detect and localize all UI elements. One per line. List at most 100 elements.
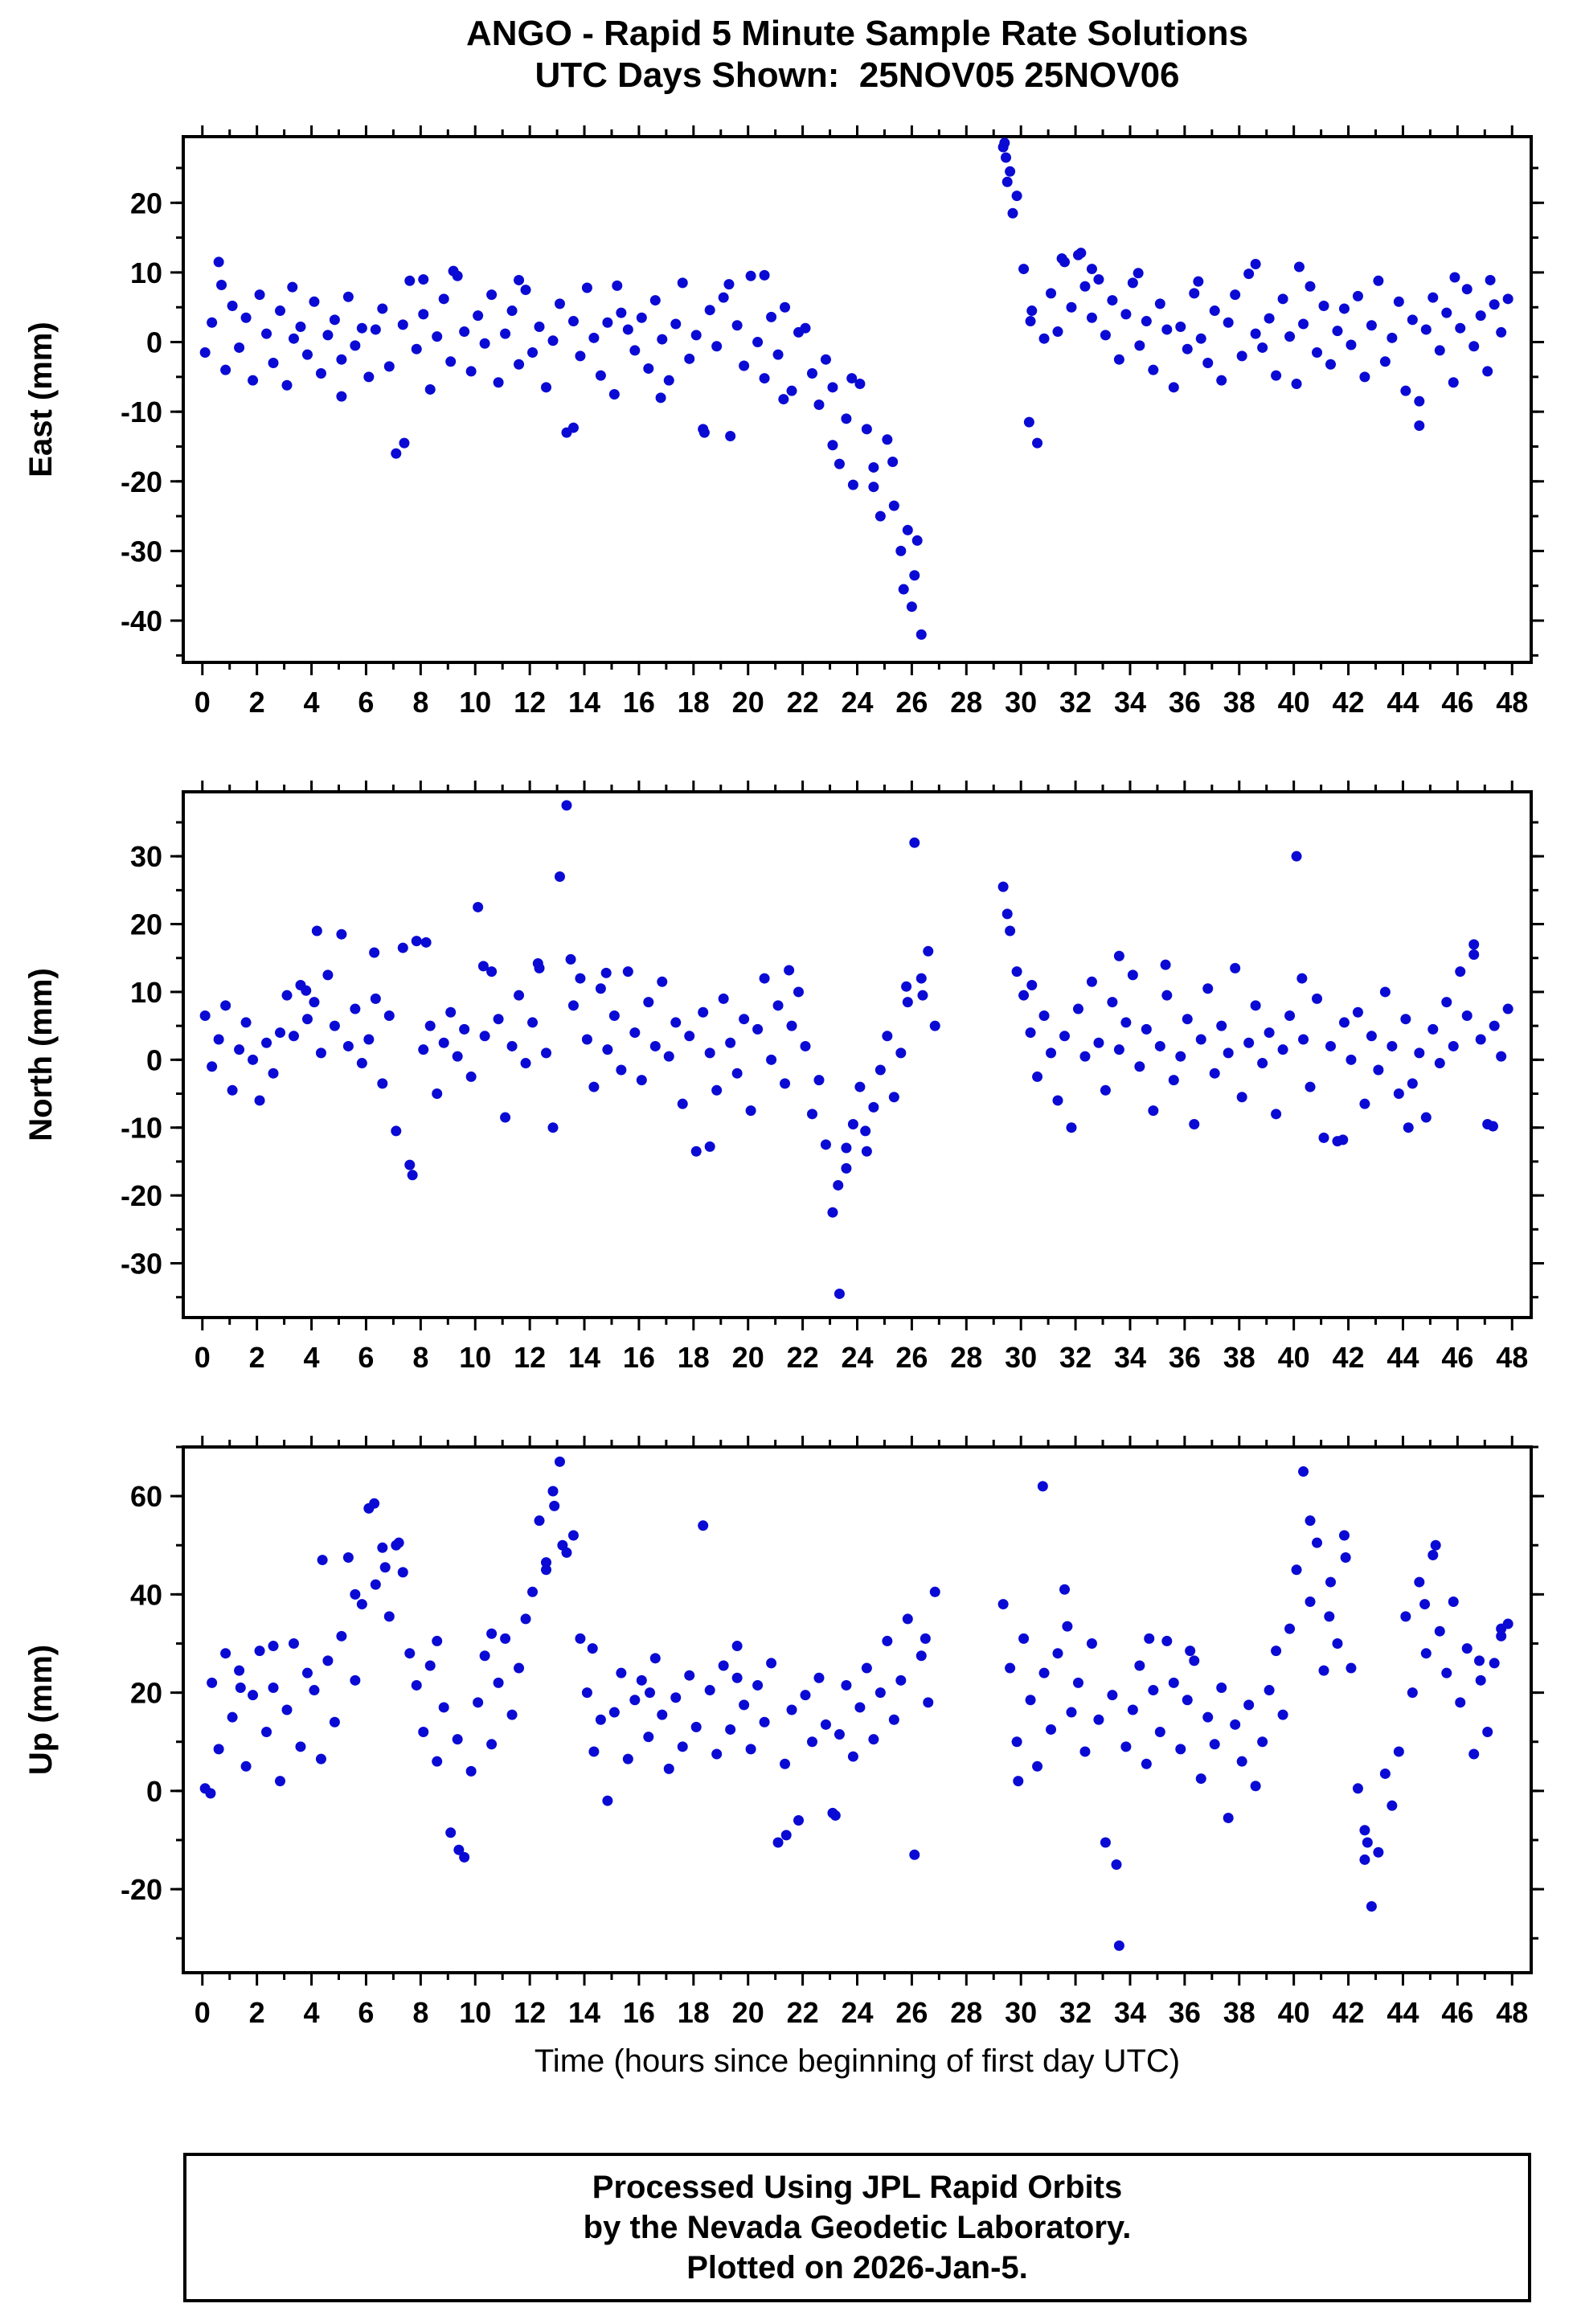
x-tick-label: 14 xyxy=(568,1996,600,2029)
x-tick-label: 26 xyxy=(895,1996,928,2029)
x-tick-label: 42 xyxy=(1333,1341,1365,1374)
x-tick-label: 4 xyxy=(304,1996,320,2029)
y-tick-label: -30 xyxy=(121,535,162,568)
x-tick-label: 24 xyxy=(841,1996,873,2029)
x-tick-label: 44 xyxy=(1387,686,1419,719)
x-tick-label: 24 xyxy=(841,1341,873,1374)
x-tick-label: 36 xyxy=(1169,1996,1201,2029)
x-tick-label: 14 xyxy=(568,686,600,719)
chart-title: ANGO - Rapid 5 Minute Sample Rate Soluti… xyxy=(183,13,1531,96)
y-tick-label: -30 xyxy=(121,1247,162,1280)
x-tick-label: 42 xyxy=(1333,1996,1365,2029)
x-tick-label: 32 xyxy=(1059,1341,1092,1374)
y-tick-label: 20 xyxy=(130,908,162,941)
x-tick-label: 30 xyxy=(1005,1341,1037,1374)
x-tick-label: 28 xyxy=(950,686,982,719)
x-tick-label: 22 xyxy=(787,686,819,719)
x-tick-label: 2 xyxy=(249,686,265,719)
x-tick-label: 38 xyxy=(1223,686,1255,719)
x-tick-label: 40 xyxy=(1278,1996,1310,2029)
x-tick-label: 2 xyxy=(249,1996,265,2029)
x-tick-label: 8 xyxy=(412,686,428,719)
x-tick-label: 28 xyxy=(950,1341,982,1374)
y-tick-label: 60 xyxy=(130,1480,162,1513)
footer-line2: by the Nevada Geodetic Laboratory. xyxy=(583,2210,1132,2245)
x-tick-label: 26 xyxy=(895,686,928,719)
y-tick-label: -10 xyxy=(121,1112,162,1145)
x-tick-label: 10 xyxy=(459,1341,491,1374)
y-tick-label: -20 xyxy=(121,1873,162,1906)
x-tick-label: 0 xyxy=(195,1341,211,1374)
x-tick-label: 18 xyxy=(678,1996,710,2029)
north-scatter-panel: 0 2 4 6 8 10 12 14 16 18 20 22 24 26 28 30 32 34 36 38 40 42 4… xyxy=(23,781,1544,1374)
x-tick-label: 46 xyxy=(1441,1341,1473,1374)
x-tick-label: 34 xyxy=(1114,686,1146,719)
x-tick-label: 36 xyxy=(1169,1341,1201,1374)
y-tick-label: 20 xyxy=(130,1677,162,1710)
x-tick-label: 32 xyxy=(1059,1996,1092,2029)
x-tick-label: 28 xyxy=(950,1996,982,2029)
footer-line1: Processed Using JPL Rapid Orbits xyxy=(592,2170,1123,2205)
x-tick-label: 8 xyxy=(412,1341,428,1374)
x-tick-label: 24 xyxy=(841,686,873,719)
x-tick-label: 16 xyxy=(623,686,655,719)
x-tick-label: 6 xyxy=(358,1996,374,2029)
x-tick-label: 4 xyxy=(304,686,320,719)
x-tick-label: 6 xyxy=(358,686,374,719)
y-tick-label: -20 xyxy=(121,1179,162,1212)
footer-line3: Plotted on 2026-Jan-5. xyxy=(686,2250,1028,2285)
y-axis-title: East (mm) xyxy=(23,322,59,477)
y-tick-label: 0 xyxy=(146,326,162,359)
x-tick-label: 16 xyxy=(623,1996,655,2029)
y-ticks: -20 0 20 40 60 xyxy=(121,1445,1544,1940)
y-tick-label: 0 xyxy=(146,1775,162,1808)
x-tick-label: 38 xyxy=(1223,1341,1255,1374)
data-points xyxy=(199,1456,1514,1951)
y-axis-title: Up (mm) xyxy=(23,1645,59,1775)
x-tick-label: 0 xyxy=(195,686,211,719)
x-tick-label: 4 xyxy=(304,1341,320,1374)
x-tick-label: 12 xyxy=(514,1341,546,1374)
footer-box: Processed Using JPL Rapid Orbits by the … xyxy=(183,2153,1531,2302)
y-tick-label: 40 xyxy=(130,1578,162,1611)
x-ticks: 0 2 4 6 8 10 12 14 16 18 20 22 24 26 28 30 32 34 36 38 40 42 4… xyxy=(195,781,1528,1374)
y-ticks: -40 -30 -20 -10 0 10 20 xyxy=(121,166,1544,657)
x-ticks: 0 2 4 6 8 10 12 14 16 18 20 22 24 26 28 30 32 34 36 38 40 42 4… xyxy=(195,125,1528,719)
x-tick-label: 6 xyxy=(358,1341,374,1374)
x-tick-label: 40 xyxy=(1278,1341,1310,1374)
y-tick-label: -10 xyxy=(121,396,162,428)
x-tick-label: 34 xyxy=(1114,1341,1146,1374)
x-tick-label: 10 xyxy=(459,1996,491,2029)
x-tick-label: 44 xyxy=(1387,1996,1419,2029)
x-tick-label: 44 xyxy=(1387,1341,1419,1374)
x-tick-label: 30 xyxy=(1005,1996,1037,2029)
x-tick-label: 36 xyxy=(1169,686,1201,719)
x-tick-label: 20 xyxy=(732,686,764,719)
plot-frame xyxy=(182,790,1533,1319)
x-tick-label: 42 xyxy=(1333,686,1365,719)
y-tick-label: 20 xyxy=(130,186,162,219)
x-tick-label: 0 xyxy=(195,1996,211,2029)
east-scatter-panel: 0 2 4 6 8 10 12 14 16 18 20 22 24 26 28 30 32 34 36 38 40 42 4… xyxy=(23,125,1544,719)
y-tick-label: 10 xyxy=(130,256,162,289)
up-scatter-panel: 0 2 4 6 8 10 12 14 16 18 20 22 24 26 28 30 32 34 36 38 40 42 4… xyxy=(23,1436,1544,2029)
x-tick-label: 46 xyxy=(1441,686,1473,719)
x-tick-label: 26 xyxy=(895,1341,928,1374)
x-tick-label: 18 xyxy=(678,1341,710,1374)
x-tick-label: 48 xyxy=(1496,1996,1528,2029)
x-tick-label: 38 xyxy=(1223,1996,1255,2029)
x-tick-label: 2 xyxy=(249,1341,265,1374)
x-tick-label: 22 xyxy=(787,1341,819,1374)
x-tick-label: 48 xyxy=(1496,1341,1528,1374)
x-tick-label: 16 xyxy=(623,1341,655,1374)
x-tick-label: 14 xyxy=(568,1341,600,1374)
chart-title-line1: ANGO - Rapid 5 Minute Sample Rate Soluti… xyxy=(466,14,1248,53)
y-ticks: -30 -20 -10 0 10 20 30 xyxy=(121,821,1544,1299)
x-tick-label: 20 xyxy=(732,1996,764,2029)
x-tick-label: 40 xyxy=(1278,686,1310,719)
y-tick-label: 0 xyxy=(146,1043,162,1076)
x-tick-label: 48 xyxy=(1496,686,1528,719)
x-tick-label: 12 xyxy=(514,686,546,719)
x-ticks: 0 2 4 6 8 10 12 14 16 18 20 22 24 26 28 30 32 34 36 38 40 42 4… xyxy=(195,1436,1528,2029)
x-tick-label: 12 xyxy=(514,1996,546,2029)
